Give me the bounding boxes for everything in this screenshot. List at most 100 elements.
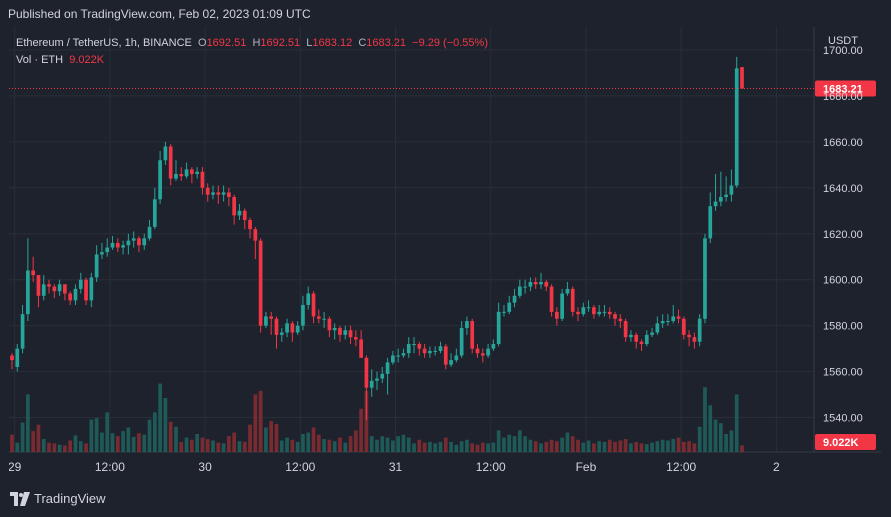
volume-bar [211,440,215,452]
candle-body [158,160,162,200]
candle-body [666,321,670,323]
candle-body [147,226,152,239]
candle-body [78,279,83,289]
candle-body [428,350,432,354]
volume-bars [10,383,744,452]
volume-bar [428,441,432,452]
candle-body [115,242,120,248]
candle-body [660,321,665,324]
candle-body [391,355,395,363]
volume-bar [126,427,131,452]
volume-bar [380,436,385,452]
candle-body [655,323,660,333]
price-tick-label: 1560.00 [823,367,863,379]
candle-body [338,327,342,335]
candle-body [89,277,94,301]
candle-body [602,311,607,313]
candle-body [306,293,311,305]
volume-bar [539,443,543,452]
price-line: 1683.21 9.022K [9,80,876,450]
volume-bar [502,437,506,452]
time-tick-label: 31 [389,460,403,474]
volume-bar [195,434,199,452]
candle-body [15,348,20,367]
volume-bar [740,445,744,452]
volume-bar [242,441,247,452]
price-chart[interactable]: 1683.21 9.022K 1700.00 1680.00 1660.00 1640.… [9,27,881,481]
footer-brand[interactable]: TradingView [10,491,106,506]
volume-bar [311,427,316,452]
volume-bar [248,424,252,452]
candle-body [507,302,512,312]
candle-body [581,307,586,315]
volume-bar [549,439,554,452]
volume-bar [507,434,512,452]
candle-body [486,348,490,356]
price-tick-label: 1640.00 [823,183,863,195]
high-label: H [252,37,261,49]
low-label: L [306,37,313,49]
candle-body [274,318,279,335]
volume-bar [301,434,305,452]
volume-row: Vol · ETH 9.022K [16,52,488,69]
volume-bar [348,436,353,452]
close-value: 1683.21 [366,37,407,49]
volume-bar [660,439,665,452]
volume-bar [417,439,422,452]
volume-bar [322,439,326,452]
chart-legend: Ethereum / TetherUS, 1h, BINANCE O1692.5… [16,35,488,69]
candle-body [385,362,390,374]
candle-body [644,334,649,345]
volume-label: Vol · ETH [16,54,64,66]
price-tick-label: 1620.00 [823,229,863,241]
candle-body [470,321,475,349]
volume-bar [480,442,485,452]
candle-body [205,187,210,195]
candle-body [248,219,252,230]
volume-bar [406,437,411,452]
candle-body [438,346,443,351]
volume-bar [168,421,173,452]
price-tick-label: 1580.00 [823,321,863,333]
volume-bar [295,441,300,452]
candle-body [687,334,691,338]
time-tick-label: 12:00 [476,460,506,474]
candle-body [290,323,295,333]
candle-body [576,311,580,315]
candle-body [491,344,496,349]
candle-body [26,270,30,315]
volume-bar [375,439,379,452]
open-value: 1692.51 [206,37,247,49]
volume-bar [84,443,88,452]
candle-body [433,350,438,352]
change-value: −9.29 (−0.55%) [412,37,488,49]
volume-bar [692,443,697,452]
volume-bar [396,436,401,452]
candle-body [242,210,247,220]
candle-body [734,68,739,186]
volume-bar [465,439,469,452]
volume-bar [697,426,702,452]
candle-body [740,67,744,89]
candle-body [634,334,639,342]
volume-bar [264,427,268,452]
volume-bar [607,439,612,452]
candle-body [52,286,57,292]
volume-bar [422,442,427,452]
volume-bar [57,444,62,452]
candle-body [195,171,199,175]
time-tick-label: 29 [9,460,22,474]
volume-bar [438,441,443,452]
volume-bar [544,441,549,452]
price-tick-label: 1680.00 [823,91,863,103]
time-tick-label: 12:00 [95,460,125,474]
candle-body [174,174,178,179]
candle-body [570,288,575,312]
candle-body [327,318,332,331]
volume-bar [131,436,136,452]
volume-bar [47,442,51,452]
candle-body [396,355,401,357]
candle-body [592,307,596,315]
volume-bar [555,441,559,452]
